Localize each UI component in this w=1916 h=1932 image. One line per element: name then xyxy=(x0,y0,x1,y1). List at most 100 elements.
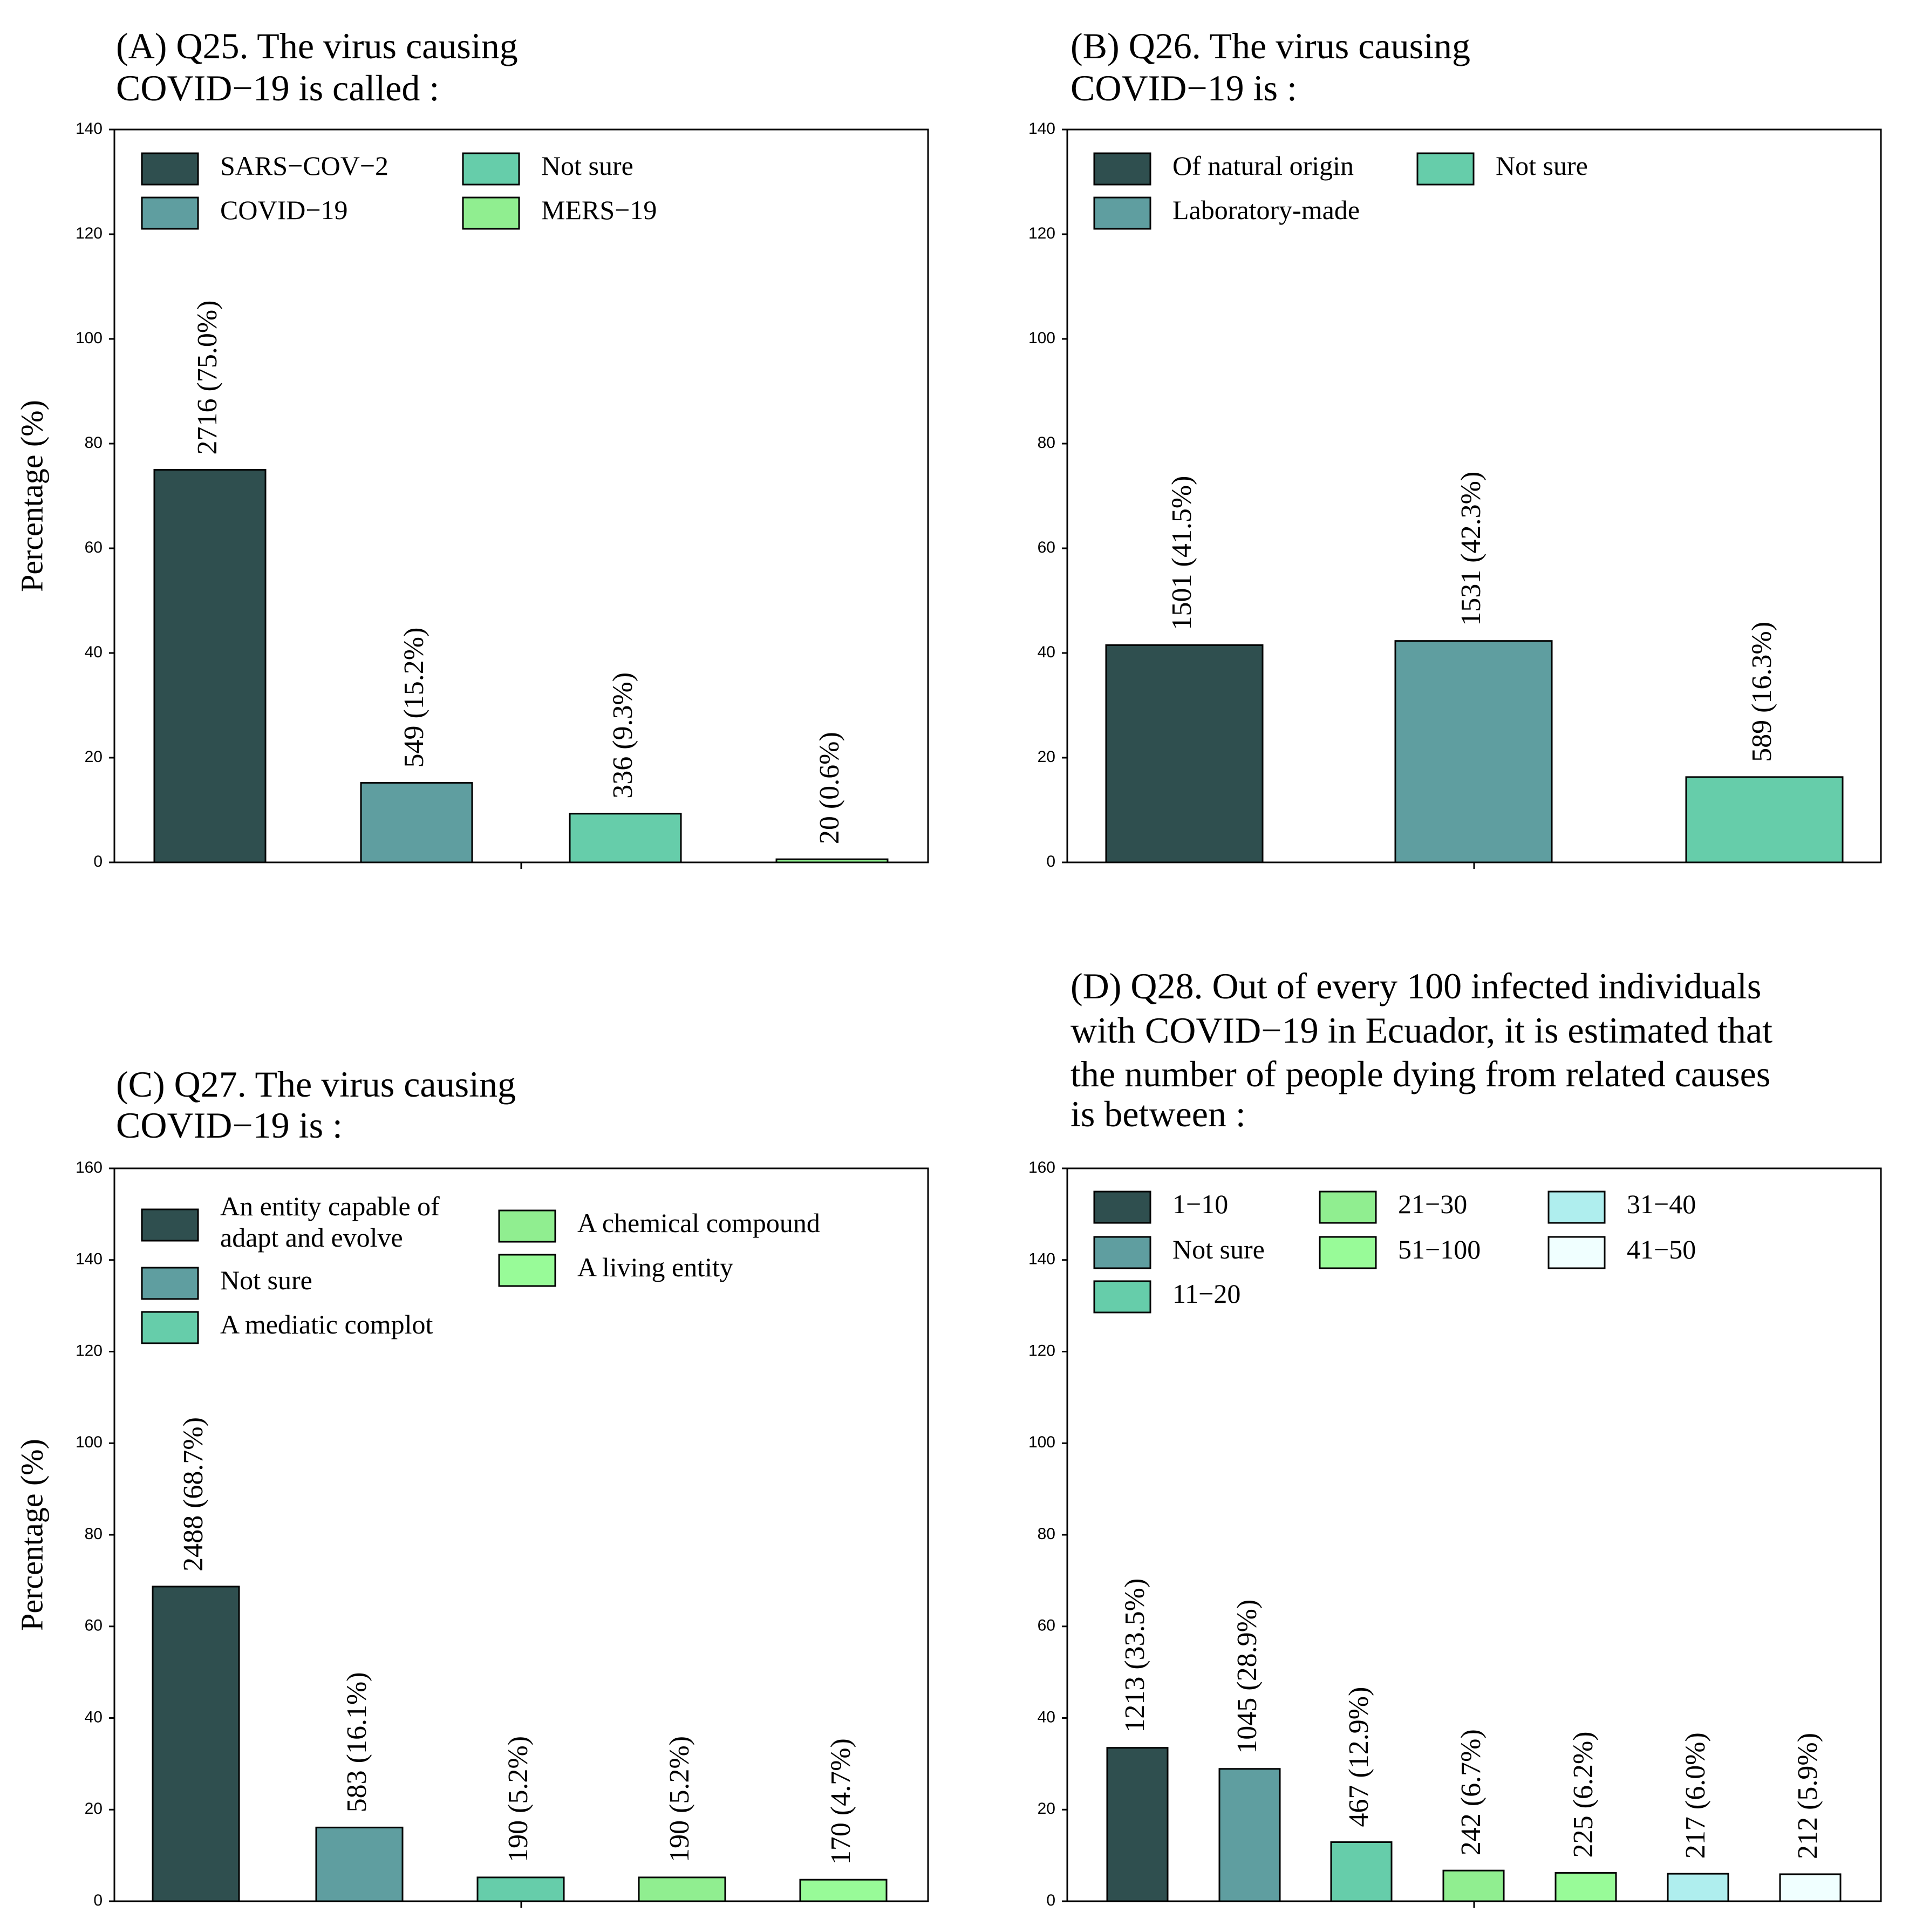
legend-swatch xyxy=(141,1267,199,1300)
bar-6 xyxy=(1667,1873,1729,1902)
legend-swatch xyxy=(1093,1280,1151,1314)
legend-label: 21−30 xyxy=(1398,1189,1467,1219)
legend-label: Not sure xyxy=(1496,151,1588,181)
y-tick-label: 160 xyxy=(76,1159,103,1176)
legend-swatch xyxy=(1319,1236,1377,1269)
y-tick-label: 20 xyxy=(1038,1800,1055,1818)
bar-data-label: 1501 (41.5%) xyxy=(1167,475,1197,630)
bar-data-label: 589 (16.3%) xyxy=(1747,622,1777,762)
bar-1 xyxy=(1106,1747,1169,1902)
panel-d-chart: (D) Q28. Out of every 100 infected indiv… xyxy=(1028,965,1882,1909)
chart-title-line: (A) Q25. The virus causing xyxy=(116,25,518,66)
y-tick-label: 100 xyxy=(76,1433,103,1451)
y-tick-label: 120 xyxy=(1028,1342,1055,1359)
bar-data-label: 549 (15.2%) xyxy=(399,628,429,768)
legend-label: COVID−19 xyxy=(220,195,348,225)
legend-swatch xyxy=(1319,1191,1377,1224)
bar-data-label: 242 (6.7%) xyxy=(1456,1729,1487,1855)
y-tick-label: 40 xyxy=(85,643,103,661)
y-tick-label: 100 xyxy=(1028,329,1055,347)
legend-label: 31−40 xyxy=(1627,1189,1696,1219)
y-tick-label: 140 xyxy=(1028,120,1055,138)
bar-7 xyxy=(1779,1873,1842,1902)
y-tick-label: 60 xyxy=(1038,1617,1055,1635)
y-tick-label: 0 xyxy=(1046,1892,1055,1909)
legend-swatch xyxy=(141,1208,199,1242)
bar-4 xyxy=(638,1876,726,1902)
legend-swatch xyxy=(141,152,199,186)
y-tick-label: 160 xyxy=(1028,1159,1055,1176)
bar-2 xyxy=(1218,1768,1281,1902)
bar-1 xyxy=(153,469,267,863)
bar-data-label: 190 (5.2%) xyxy=(664,1736,695,1862)
bar-data-label: 20 (0.6%) xyxy=(814,732,845,844)
bar-data-label: 583 (16.1%) xyxy=(342,1672,372,1812)
bar-data-label: 1531 (42.3%) xyxy=(1456,472,1487,626)
legend-swatch xyxy=(1093,152,1151,186)
y-axis-label: Percentage (%) xyxy=(14,400,49,592)
legend-label: A mediatic complot xyxy=(220,1309,433,1339)
y-tick-label: 60 xyxy=(85,1617,103,1635)
bar-1 xyxy=(152,1586,240,1902)
y-tick-label: 80 xyxy=(1038,434,1055,452)
bar-5 xyxy=(1554,1872,1617,1902)
bar-data-label: 336 (9.3%) xyxy=(608,672,638,799)
y-tick-label: 60 xyxy=(1038,539,1055,556)
y-tick-label: 140 xyxy=(1028,1250,1055,1268)
legend-swatch xyxy=(141,1311,199,1344)
y-tick-label: 120 xyxy=(76,1342,103,1359)
legend-swatch xyxy=(1093,1236,1151,1269)
legend-label: SARS−COV−2 xyxy=(220,151,388,181)
y-tick-label: 40 xyxy=(1038,1708,1055,1726)
chart-title-line: (C) Q27. The virus causing xyxy=(116,1064,516,1105)
bar-1 xyxy=(1105,644,1264,863)
y-tick-label: 80 xyxy=(1038,1525,1055,1543)
y-tick-label: 20 xyxy=(85,748,103,766)
chart-title-line: is between : xyxy=(1070,1093,1246,1134)
bar-data-label: 225 (6.2%) xyxy=(1568,1731,1599,1858)
y-tick-label: 0 xyxy=(93,1892,103,1909)
bar-3 xyxy=(1330,1841,1393,1902)
legend-swatch xyxy=(141,196,199,230)
y-tick-label: 60 xyxy=(85,539,103,556)
legend-swatch xyxy=(1093,1191,1151,1224)
legend-label: 41−50 xyxy=(1627,1234,1696,1264)
legend-swatch xyxy=(1093,196,1151,230)
legend-swatch xyxy=(462,152,520,186)
chart-title-line: COVID−19 is : xyxy=(116,1105,343,1146)
bar-2 xyxy=(360,782,473,863)
bar-data-label: 217 (6.0%) xyxy=(1680,1732,1711,1859)
bar-data-label: 170 (4.7%) xyxy=(826,1738,856,1865)
bar-data-label: 2488 (68.7%) xyxy=(178,1417,209,1572)
y-tick-label: 80 xyxy=(85,1525,103,1543)
y-tick-label: 120 xyxy=(1028,225,1055,242)
chart-title-line: the number of people dying from related … xyxy=(1070,1053,1770,1094)
legend-label: Not sure xyxy=(1172,1234,1265,1264)
legend-label: Not sure xyxy=(541,151,633,181)
bar-data-label: 1045 (28.9%) xyxy=(1232,1600,1263,1754)
y-tick-label: 20 xyxy=(1038,748,1055,766)
legend-label: An entity capable of adapt and evolve xyxy=(220,1191,440,1253)
y-tick-label: 100 xyxy=(76,329,103,347)
y-tick-label: 80 xyxy=(85,434,103,452)
legend-swatch xyxy=(498,1254,556,1287)
bar-4 xyxy=(1442,1869,1505,1902)
legend-label: 1−10 xyxy=(1172,1189,1228,1219)
bar-3 xyxy=(476,1876,565,1902)
legend-swatch xyxy=(1547,1236,1606,1269)
bar-4 xyxy=(775,858,889,863)
chart-title-line: (D) Q28. Out of every 100 infected indiv… xyxy=(1070,965,1761,1006)
chart-title-line: COVID−19 is : xyxy=(1070,67,1297,108)
y-tick-label: 20 xyxy=(85,1800,103,1818)
y-tick-label: 140 xyxy=(76,120,103,138)
y-axis-label: Percentage (%) xyxy=(14,1439,49,1631)
bar-data-label: 190 (5.2%) xyxy=(503,1736,534,1862)
bar-3 xyxy=(569,813,682,863)
legend-label: Not sure xyxy=(220,1265,312,1295)
bar-2 xyxy=(315,1826,404,1902)
y-tick-label: 120 xyxy=(76,225,103,242)
